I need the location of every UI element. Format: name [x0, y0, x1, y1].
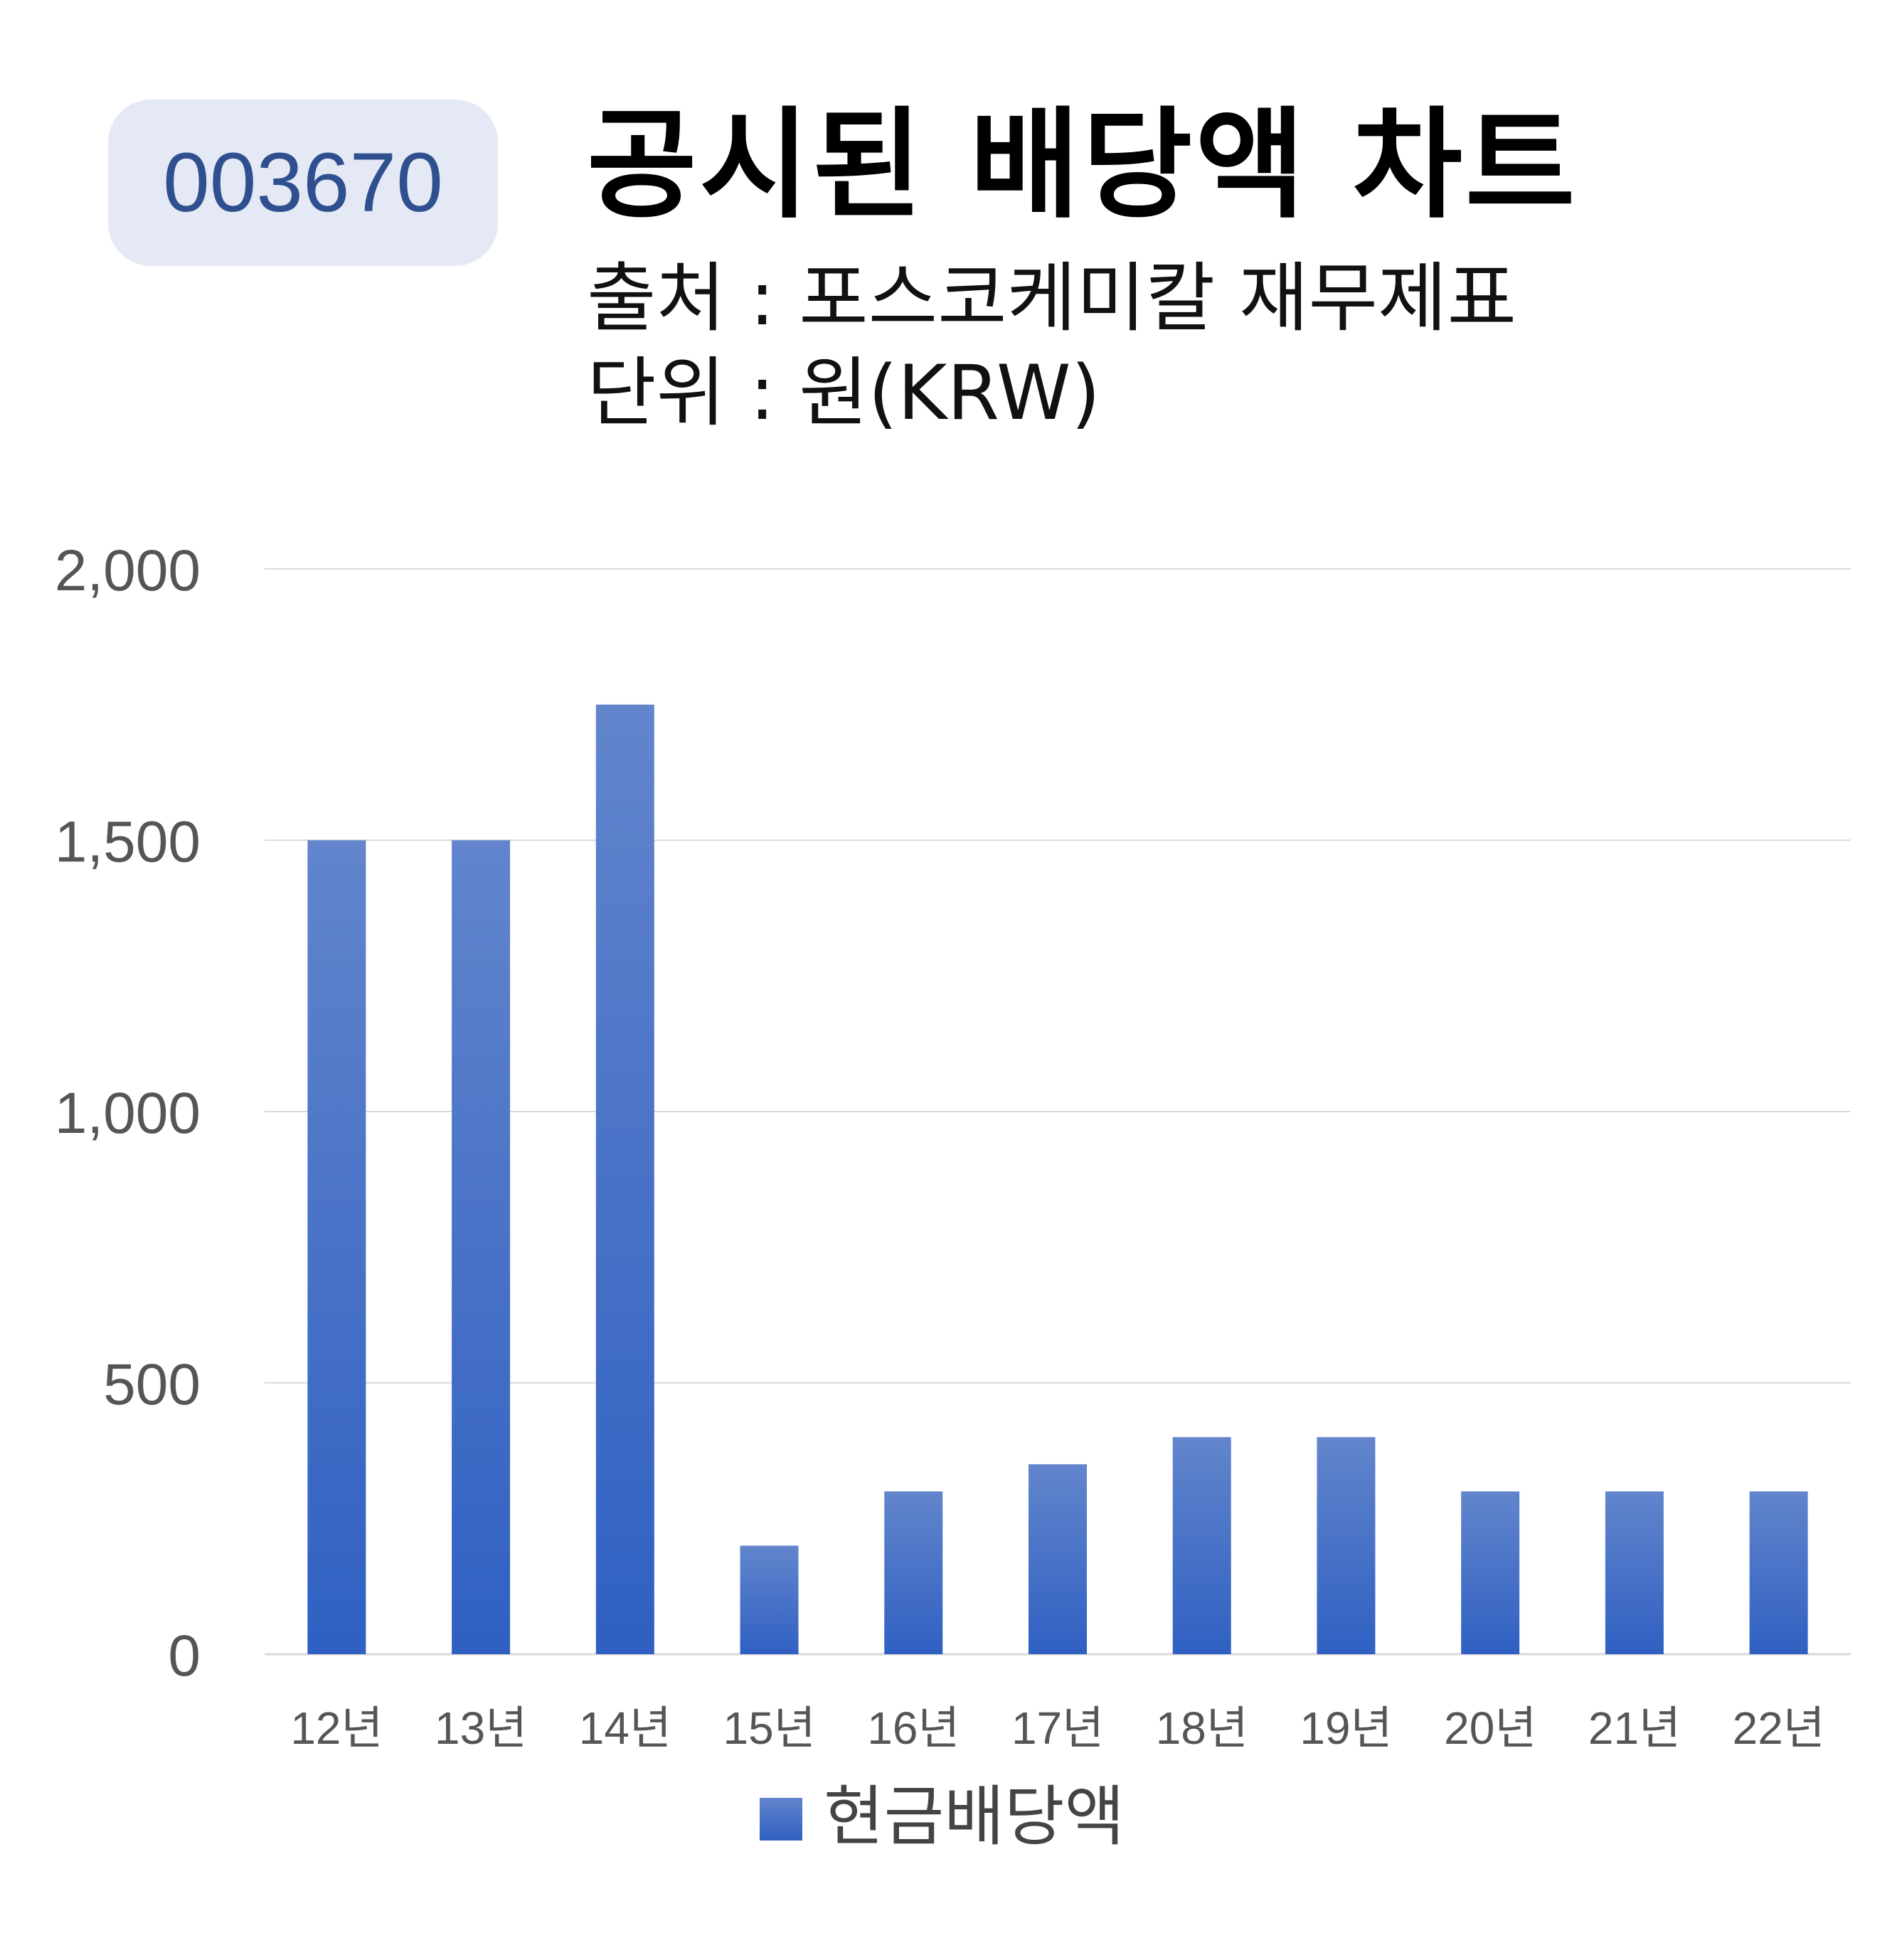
bar — [1029, 1464, 1087, 1654]
x-tick-label: 17년 — [1011, 1703, 1104, 1754]
x-tick-label: 18년 — [1156, 1703, 1248, 1754]
bar — [307, 840, 366, 1654]
unit-line: 단위 : 원(KRW) — [587, 349, 1101, 437]
y-tick-label: 0 — [168, 1624, 201, 1688]
bar — [1172, 1437, 1231, 1654]
x-tick-label: 13년 — [435, 1703, 527, 1754]
page-title: 공시된 배당액 차트 — [587, 95, 1578, 235]
y-tick-label: 2,000 — [55, 538, 201, 603]
bar — [1317, 1437, 1376, 1654]
x-tick-label: 21년 — [1588, 1703, 1681, 1754]
bar — [595, 704, 654, 1654]
ticker-badge: 003670 — [108, 100, 498, 266]
legend-label: 현금배당액 — [824, 1779, 1125, 1855]
x-tick-label: 16년 — [867, 1703, 960, 1754]
x-tick-label: 12년 — [290, 1703, 383, 1754]
bar — [884, 1491, 943, 1654]
legend-swatch — [760, 1798, 802, 1841]
y-tick-label: 1,000 — [55, 1081, 201, 1146]
bar — [1749, 1491, 1808, 1654]
x-tick-label: 14년 — [579, 1703, 671, 1754]
bar — [452, 840, 511, 1654]
x-tick-label: 22년 — [1733, 1703, 1825, 1754]
x-tick-label: 20년 — [1444, 1703, 1536, 1754]
bar — [1461, 1491, 1520, 1654]
bar — [740, 1545, 799, 1654]
bar — [1605, 1491, 1664, 1654]
ticker-code: 003670 — [163, 136, 443, 230]
source-line: 출처 : 포스코케미칼 재무제표 — [587, 255, 1517, 342]
x-tick-label: 19년 — [1300, 1703, 1392, 1754]
x-tick-label: 15년 — [723, 1703, 816, 1754]
y-tick-label: 1,500 — [55, 810, 201, 875]
y-tick-label: 500 — [103, 1353, 201, 1417]
bar-chart: 0 500 1,000 1,500 2,000 12년 13년 14년 15년 16년 17년 18… — [55, 538, 1851, 1855]
